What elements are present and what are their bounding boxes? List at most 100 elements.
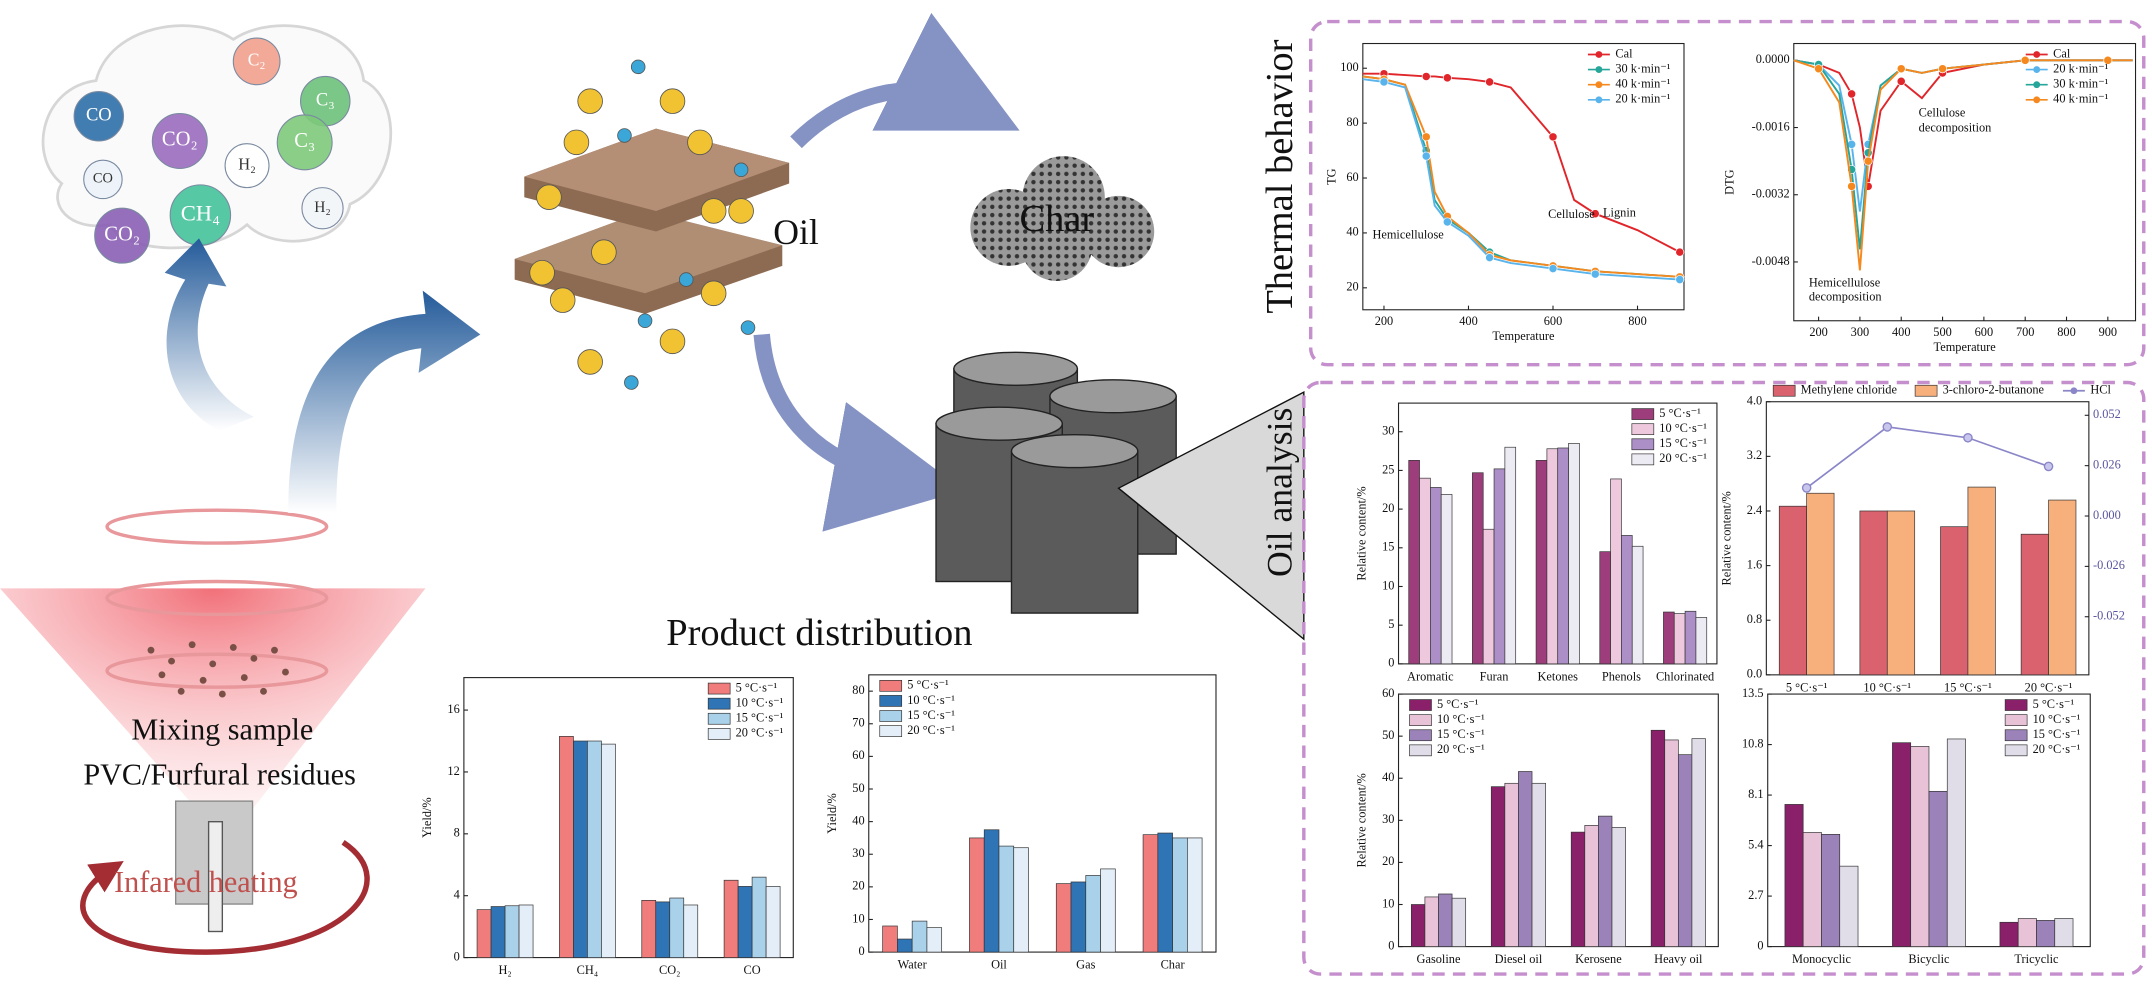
legend-label: 10 °C·s⁻¹ [736,695,784,709]
point [1847,89,1857,99]
bar [1451,897,1467,947]
oil-label: Oil [773,212,819,252]
bar [601,743,616,958]
y-tick-label: 30 [1382,812,1394,826]
gas-bubble [224,143,270,189]
bar [911,920,928,953]
x-tick-label: Tricyclic [2014,952,2059,966]
y-axis-label: Yield/% [420,797,434,837]
x-tick-label: Ketones [1538,669,1579,683]
bar [998,845,1015,953]
sample-label: Mixing sample [131,712,313,746]
y-axis-label: Yield/% [825,793,839,833]
x-tick-label: CO [744,963,761,977]
y-tick-label: 50 [1382,728,1394,742]
y-axis-label: TG [1324,168,1338,185]
legend-swatch [2004,699,2028,711]
legend-label: 30 k·min⁻¹ [2053,77,2108,91]
legend-swatch [1409,729,1432,742]
bar [1691,738,1706,947]
bar [1631,545,1644,665]
bar [1472,472,1484,665]
annotation: Cellulose [1548,207,1595,221]
bar [1440,494,1453,665]
bar [1928,790,1948,947]
legend-label: 20 k·min⁻¹ [2053,61,2108,75]
bar [1568,442,1580,665]
bar [1100,868,1116,953]
bar [1570,831,1586,947]
y-tick-label: 30 [1382,424,1394,438]
bar [559,736,574,958]
legend-swatch [2033,66,2041,74]
legend-swatch [2033,81,2041,89]
bar [476,909,492,958]
gas-label: CO₂ [104,223,140,245]
molecule [563,129,590,156]
molecule [659,328,686,355]
x-tick-label: 400 [1459,314,1478,328]
point [1421,132,1431,142]
legend-swatch [1595,51,1603,58]
bar [683,904,699,958]
y-tick-label: 0 [1388,938,1394,952]
bar [641,899,657,958]
gas-label: CO [93,171,113,187]
gas-label: H₂ [238,154,256,173]
legend-label: 5 °C·s⁻¹ [2033,697,2075,711]
legend-label: 3-chloro-2-butanone [1943,383,2045,397]
y-tick-label: 0.8 [1747,612,1762,626]
bar [1910,746,1930,947]
y-tick-label: 40 [1346,225,1358,239]
point [1801,483,1812,493]
bar [1598,815,1613,947]
bar [1802,832,1822,947]
y-tick-label: 40 [1382,770,1394,784]
bar [1408,460,1420,665]
point [1938,64,1948,74]
molecule [536,184,562,211]
x-tick-label: 900 [2099,325,2118,339]
series-line [1806,426,2049,489]
bar [1610,478,1622,665]
x-tick-label: Bicyclic [1908,952,1950,966]
point [1896,64,1906,74]
molecule [740,320,756,335]
y-axis-label: Relative content/% [1355,773,1369,867]
y-tick-label: 60 [1346,170,1358,184]
legend-label: 5 °C·s⁻¹ [736,680,778,694]
legend-label: 5 °C·s⁻¹ [1659,406,1701,420]
gas-label: C₃ [316,89,335,110]
y-tick-label: 10.8 [1742,736,1764,750]
legend-label: 10 °C·s⁻¹ [1659,421,1707,435]
bar [751,876,767,958]
bar [1531,782,1546,947]
bar [1493,468,1506,665]
point [1896,76,1906,86]
molecule [678,272,694,287]
point [1814,64,1824,74]
legend-label: Cal [2053,46,2071,60]
y-tick-label: 20 [1346,280,1358,294]
x-tick-label: Furan [1480,669,1509,683]
legend-swatch [879,710,903,722]
bar [504,905,520,958]
x-tick-label: Chlorinated [1656,669,1715,683]
x-axis-label: Temperature [1492,329,1555,343]
bar [1859,510,1888,676]
bar [983,829,1000,953]
bar [518,904,534,958]
x-tick-label: 20 °C·s⁻¹ [2025,680,2073,694]
legend-swatch [1631,408,1655,420]
bar [1546,448,1559,665]
bar [1611,827,1626,947]
legend-label: 40 k·min⁻¹ [2053,92,2108,106]
heating-arrow [80,840,370,955]
char-spheres [970,156,1155,281]
y-tick-label: 30 [852,846,864,860]
legend-swatch [879,725,903,737]
y2-tick-label: 0.026 [2093,457,2121,471]
legend-swatch [1595,96,1603,104]
